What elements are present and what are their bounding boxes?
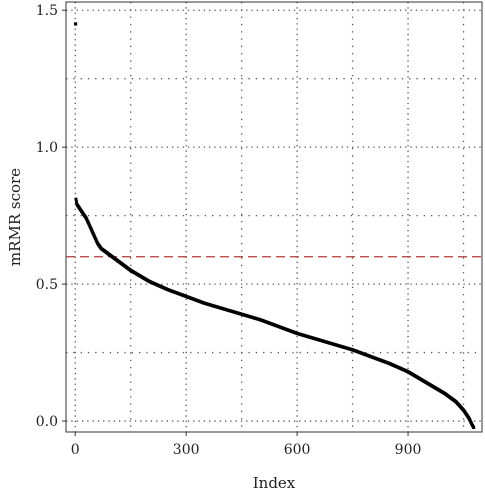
x-axis-title: Index [253,474,296,492]
data-point [74,197,78,201]
y-tick-label: 1.5 [36,3,58,19]
y-tick-label: 0.0 [36,414,58,430]
y-axis-title: mRMR score [6,168,24,266]
data-point-outlier [74,22,78,26]
plot-frame [65,1,483,433]
data-points-layer [74,22,476,430]
y-tick-label: 0.5 [36,277,58,293]
y-tick-label: 1.0 [36,140,58,156]
x-tick-label: 600 [284,442,311,458]
x-tick-label: 900 [395,442,422,458]
data-point [472,426,476,430]
grid-layer [66,2,482,432]
x-tick-label: 0 [71,442,80,458]
data-point [75,200,79,204]
x-tick-label: 300 [173,442,200,458]
ticks-layer: 0 300 600 900 0.0 0.5 1.0 1.5 [36,3,422,458]
